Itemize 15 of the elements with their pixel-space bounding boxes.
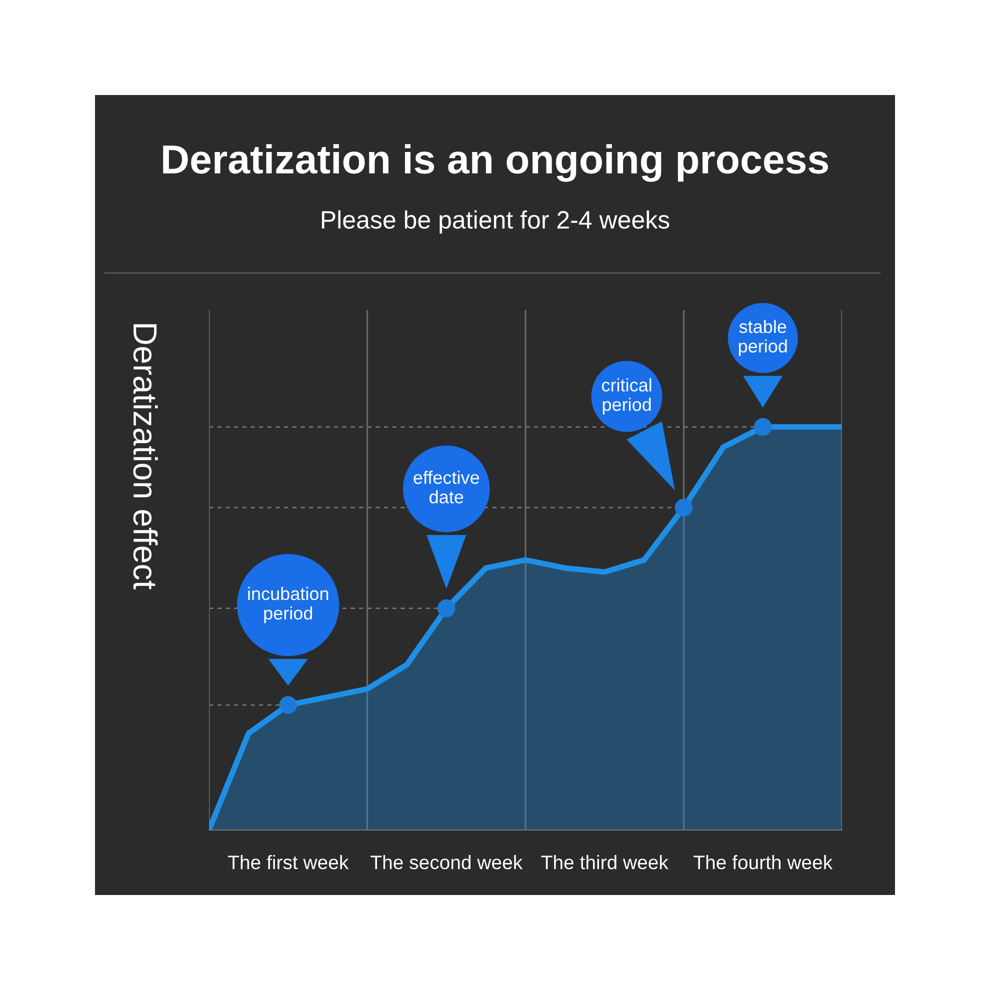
annotation: effective date xyxy=(414,470,480,504)
point xyxy=(279,696,298,714)
x-tick-label: The third week xyxy=(541,855,668,870)
annotation: incubation period xyxy=(248,586,328,624)
chart-title: Deratization is an ongoing process xyxy=(163,144,828,182)
x-tick-label: The first week xyxy=(228,855,349,870)
point xyxy=(754,418,772,436)
text: stable period xyxy=(738,320,787,356)
y-axis-title: Deratization effect xyxy=(133,324,158,590)
point xyxy=(674,498,693,516)
text: critical period xyxy=(602,378,652,415)
point xyxy=(437,599,456,618)
chart-subtitle: Please be patient for 2-4 weeks xyxy=(322,210,670,234)
x-tick-label: The fourth week xyxy=(694,855,833,870)
x-tick-label: The second week xyxy=(370,855,523,870)
